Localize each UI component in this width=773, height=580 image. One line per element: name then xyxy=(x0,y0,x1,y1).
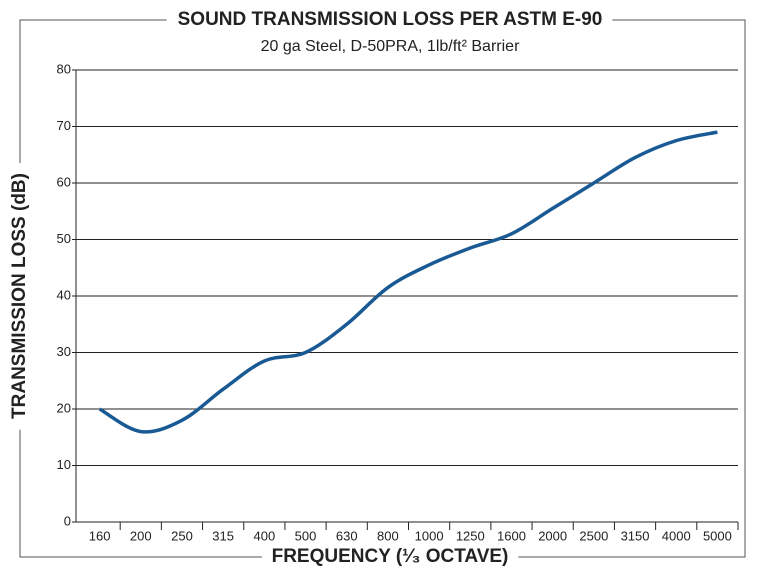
y-tick-label: 0 xyxy=(64,513,71,528)
x-tick-label: 400 xyxy=(253,528,275,543)
x-tick-label: 1600 xyxy=(497,528,526,543)
x-axis-label: FREQUENCY (¹⁄₃ OCTAVE) xyxy=(272,546,509,567)
x-tick-label: 2500 xyxy=(579,528,608,543)
x-tick-label: 160 xyxy=(89,528,111,543)
x-tick-label: 1000 xyxy=(415,528,444,543)
x-tick-label: 630 xyxy=(336,528,358,543)
x-tick-label: 4000 xyxy=(662,528,691,543)
frame xyxy=(19,19,746,558)
y-tick-label: 20 xyxy=(57,400,71,415)
y-tick-label: 80 xyxy=(57,61,71,76)
x-tick-label: 315 xyxy=(212,528,234,543)
x-tick-label: 5000 xyxy=(703,528,732,543)
y-tick-label: 50 xyxy=(57,231,71,246)
x-tick-label: 200 xyxy=(130,528,152,543)
x-tick-label: 500 xyxy=(295,528,317,543)
x-tick-label: 250 xyxy=(171,528,193,543)
chart-title: SOUND TRANSMISSION LOSS PER ASTM E-90 xyxy=(178,9,603,30)
y-tick-label: 10 xyxy=(57,457,71,472)
x-tick-label: 2000 xyxy=(538,528,567,543)
data-line xyxy=(98,130,718,434)
y-tick-label: 60 xyxy=(57,174,71,189)
chart-subtitle: 20 ga Steel, D-50PRA, 1lb/ft² Barrier xyxy=(261,38,520,55)
y-tick-label: 30 xyxy=(57,344,71,359)
y-axis-label: TRANSMISSION LOSS (dB) xyxy=(9,173,30,419)
y-tick-label: 70 xyxy=(57,118,71,133)
x-tick-label: 800 xyxy=(377,528,399,543)
x-tick-label: 3150 xyxy=(621,528,650,543)
x-tick-label: 1250 xyxy=(456,528,485,543)
y-tick-label: 40 xyxy=(57,287,71,302)
